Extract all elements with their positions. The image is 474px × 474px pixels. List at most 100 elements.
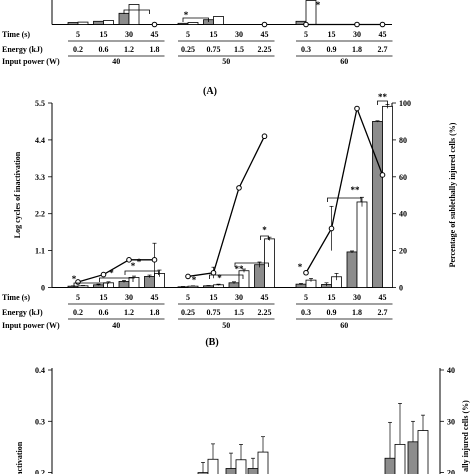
panel-c-ylabel-right: ally injured cells (%): [461, 400, 470, 472]
panel-b-left-tick-label: 5.5: [35, 99, 45, 108]
panel-b-significance-star: *: [217, 273, 222, 283]
panel-c-marks: [197, 402, 429, 474]
panel-b-time-value: 45: [379, 293, 387, 302]
panel-a-time-value: 30: [353, 30, 361, 39]
panel-b-significance-star: *: [131, 261, 136, 271]
panel-b-left-tick-label: 3.3: [35, 173, 45, 182]
panel-a-energy-value: 2.25: [258, 45, 272, 54]
panel-b-significance-bracket: [124, 270, 159, 275]
panel-b-line-segment: [187, 135, 266, 278]
panel-b-time-value: 15: [210, 293, 218, 302]
panel-b-significance-star: *: [72, 274, 77, 284]
panel-a-table: Time (s) Energy (kJ) Input power (W) 5 0.2 15…: [2, 30, 393, 66]
panel-b-table: Time (s) Energy (kJ) Input power (W) 5 0.2 15…: [2, 293, 393, 330]
panel-c-ylabel-left: inactivation: [15, 441, 24, 474]
panel-a-energy-value: 0.6: [99, 45, 109, 54]
panel-a-gray-bar: [67, 22, 79, 25]
panel-c-gray-bar: [407, 441, 419, 474]
panel-a-time-value: 30: [125, 30, 133, 39]
panel-b-gray-bar: [144, 276, 155, 288]
panel-b-line-point: [75, 279, 81, 285]
panel-c-white-bar: [417, 430, 429, 474]
panel-b-significance-star: **: [235, 264, 245, 274]
panel-b-time-value: 45: [261, 293, 269, 302]
panel-c-left-tick-label: 0.3: [35, 417, 45, 426]
panel-b-right-tick-label: 0: [399, 284, 403, 293]
panel-c-ticks: 0.2 0.3 0.4 20 30 40: [35, 366, 455, 474]
panel-a-gray-bar: [177, 22, 189, 25]
panel-b-line-point: [328, 225, 335, 232]
panel-b-time-value: 45: [151, 293, 159, 302]
panel-b-line-segment: [77, 259, 155, 283]
panel-a-gray-bar: [118, 12, 130, 25]
panel-c-gray-bar: [247, 468, 259, 474]
panel-c-gray-bar: [225, 468, 237, 474]
panel-a-significance-star: *: [316, 0, 321, 10]
panel-c-left-tick-label: 0.4: [35, 366, 45, 375]
panel-a-white-bar: [77, 21, 89, 25]
panel-a-time-value: 5: [304, 30, 308, 39]
panel-a-time-value: 15: [100, 30, 108, 39]
panel-b-significance-star: *: [262, 225, 267, 235]
panel-b-white-bar: [382, 105, 393, 288]
panel-a-white-bar: [103, 20, 114, 25]
panel-b-energy-row-label: Energy (kJ): [2, 308, 43, 317]
panel-a-significance-star: *: [184, 10, 189, 20]
panel-a-line-point: [151, 21, 158, 28]
panel-b-energy-value: 0.6: [99, 308, 109, 317]
panel-b-time-value: 15: [328, 293, 336, 302]
panel-b-energy-value: 0.75: [207, 308, 221, 317]
panel-b-right-tick-label: 80: [399, 136, 407, 145]
panel-c-white-bar: [235, 459, 247, 474]
panel-b-energy-value: 0.3: [301, 308, 311, 317]
panel-a-energy-value: 1.8: [352, 45, 362, 54]
panel-c-gray-bar: [384, 457, 396, 474]
panel-b-time-value: 5: [76, 293, 80, 302]
panel-a-time-value: 5: [186, 30, 190, 39]
panel-b-significance-star: *: [137, 257, 142, 267]
panel-c-left-tick-label: 0.2: [35, 469, 45, 474]
panel-b-ylabel-left: Log cycles of inactivation: [13, 151, 22, 238]
panel-b-gray-bar: [346, 251, 358, 288]
panel-b-gray-bar: [254, 264, 265, 288]
panel-a-label: (A): [203, 86, 217, 97]
panel-b-marks: *** ** *********: [67, 92, 393, 288]
panel-a-line-point: [354, 21, 360, 28]
panel-b-right-tick-label: 60: [399, 173, 407, 182]
panel-a-white-bar: [128, 4, 140, 25]
panel-b-ticks: 0 1.1 2.2 3.3 4.4 5.5 0 20 40 60 80 100: [35, 99, 411, 293]
panel-a-power-value: 50: [222, 57, 230, 66]
panel-c-white-bar: [394, 443, 406, 474]
panel-b-energy-value: 1.2: [124, 308, 134, 317]
panel-b-power-row-label: Input power (W): [2, 321, 60, 330]
panel-a-marks: **: [67, 0, 386, 28]
panel-a-time-value: 45: [151, 30, 159, 39]
panel-b-line-point: [100, 271, 107, 278]
panel-b-line-point: [185, 273, 191, 280]
panel-b-significance-star: *: [298, 262, 303, 272]
panel-b-white-bar: [356, 201, 368, 288]
panel-b-left-tick-label: 0: [41, 284, 45, 293]
panel-b-time-value: 30: [235, 293, 243, 302]
panel-b-line-point: [236, 185, 242, 191]
panel-a-power-value: 60: [340, 57, 348, 66]
panel-b-significance-bracket: [99, 277, 134, 282]
panel-a-energy-value: 1.2: [124, 45, 134, 54]
panel-b-ylabel-right: Percentage of sublethally injured cells …: [448, 122, 457, 267]
panel-b-significance-bracket: [327, 197, 362, 202]
panel-c-right-tick-label: 40: [447, 366, 455, 375]
panel-a-white-bar: [187, 22, 199, 25]
panel-b-power-value: 60: [340, 321, 348, 330]
panel-c-right-tick-label: 30: [447, 417, 455, 426]
panel-b-significance-bracket: [377, 100, 388, 105]
panel-b-power-value: 40: [112, 321, 120, 330]
panel-b-energy-value: 0.9: [327, 308, 337, 317]
panel-b-significance-star: **: [351, 185, 361, 195]
panel-a-power-value: 40: [112, 57, 120, 66]
panel-c-white-bar: [257, 451, 269, 474]
panel-b-energy-value: 1.8: [150, 308, 160, 317]
panel-b-gray-bar: [372, 121, 383, 288]
panel-a-energy-row-label: Energy (kJ): [2, 45, 43, 54]
panel-b-significance-star: **: [378, 92, 388, 102]
